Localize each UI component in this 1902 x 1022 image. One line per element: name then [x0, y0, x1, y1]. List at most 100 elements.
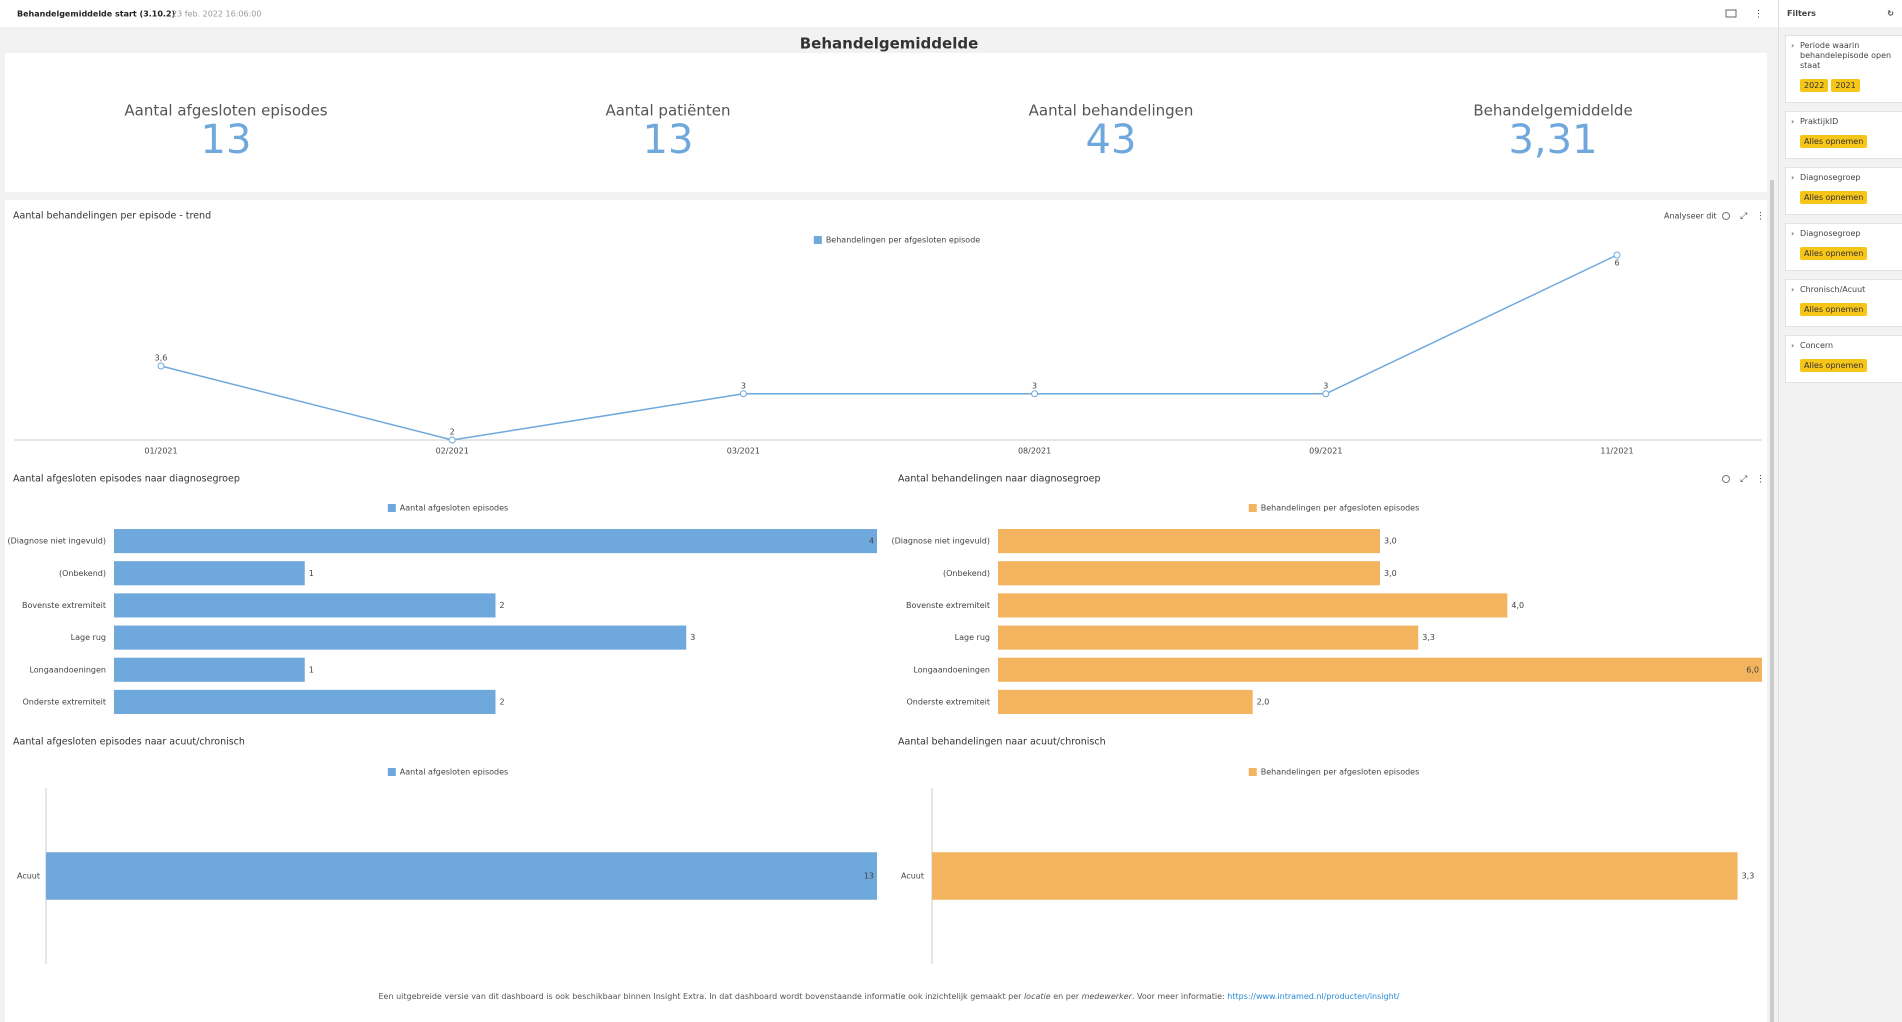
value-label: 3,3: [1742, 872, 1755, 881]
timestamp: 23 feb. 2022 16:06:00: [172, 10, 261, 19]
bar: [932, 852, 1738, 900]
page-title: Behandelgemiddelde: [800, 35, 979, 53]
bar: [114, 625, 687, 650]
value-label: 3,0: [1384, 569, 1397, 578]
expand-icon: ⤢: [1739, 212, 1747, 222]
bar: [114, 593, 496, 618]
footer-text: . Voor meer informatie:: [1131, 992, 1228, 1001]
footer: Een uitgebreide versie van dit dashboard…: [0, 992, 1778, 1001]
filter-label: Diagnosegroep: [1791, 229, 1896, 239]
bar: [998, 529, 1380, 554]
point: [157, 362, 165, 370]
chart-title: Aantal behandelingen per episode - trend: [13, 211, 211, 222]
point: [1613, 251, 1621, 259]
footer-text: Een uitgebreide versie van dit dashboard…: [378, 992, 1024, 1001]
filter-chip[interactable]: Alles opnemen: [1800, 359, 1868, 372]
footer-text: medewerker: [1081, 992, 1132, 1001]
kpi-value: 3,31: [1508, 117, 1597, 163]
value-label: 3: [1323, 381, 1328, 390]
info-icon: [1722, 475, 1730, 483]
x-tick-label: 03/2021: [727, 447, 760, 456]
kpi-label: Aantal afgesloten episodes: [124, 102, 327, 120]
kpi-value: 43: [1086, 117, 1137, 163]
category-label: (Diagnose niet ingevuld): [8, 537, 107, 546]
category-label: (Onbekend): [59, 569, 106, 578]
legend-label: Behandelingen per afgesloten episodes: [1261, 768, 1420, 777]
x-tick-label: 08/2021: [1018, 447, 1051, 456]
value-label: 3,3: [1422, 633, 1435, 642]
kpi-label: Aantal behandelingen: [1029, 102, 1194, 120]
expand-icon: ⤢: [1739, 475, 1747, 485]
x-tick-label: 02/2021: [436, 447, 469, 456]
bar: [998, 561, 1380, 586]
point: [739, 390, 747, 398]
chart-title: Aantal behandelingen naar diagnosegroep: [898, 474, 1101, 485]
point: [1031, 390, 1039, 398]
filter-header: Filters ↻: [1779, 0, 1902, 27]
filter-card: Diagnosegroep Alles opnemen: [1785, 167, 1902, 215]
category-label: Bovenste extremiteit: [22, 601, 106, 610]
chart-title: Aantal behandelingen naar acuut/chronisc…: [898, 737, 1106, 748]
legend-swatch: [813, 236, 822, 244]
menu-icon: ⋮: [1756, 212, 1765, 222]
legend-swatch: [387, 504, 396, 512]
value-label: 2,0: [1257, 697, 1270, 706]
header-bar: [0, 0, 1778, 27]
value-label: 3,0: [1384, 537, 1397, 546]
category-label: Lage rug: [71, 633, 106, 642]
category-label: (Onbekend): [943, 569, 990, 578]
point: [448, 436, 456, 444]
category-label: Acuut: [901, 872, 924, 881]
bar: [114, 561, 305, 586]
value-label: 6: [1614, 259, 1619, 268]
filter-chip[interactable]: Alles opnemen: [1800, 191, 1868, 204]
kpi-value: 13: [643, 117, 694, 163]
filter-label: Diagnosegroep: [1791, 173, 1896, 183]
point: [1322, 390, 1330, 398]
footer-text: en per: [1050, 992, 1082, 1001]
footer-text: locatie: [1023, 992, 1051, 1001]
value-label: 4: [869, 537, 874, 546]
filter-title: Filters: [1787, 9, 1816, 18]
present-icon[interactable]: [1725, 9, 1737, 18]
scrollbar: [1770, 180, 1774, 1022]
legend-label: Behandelingen per afgesloten episode: [826, 236, 980, 245]
kpi-panel: [5, 53, 1767, 192]
analyse-button[interactable]: Analyseer dit: [1664, 212, 1717, 221]
bar: [114, 657, 305, 682]
kpi-label: Behandelgemiddelde: [1473, 102, 1632, 120]
value-label: 2: [450, 428, 455, 437]
value-label: 13: [864, 872, 874, 881]
filter-card: Periode waarin behandelepisode open staa…: [1785, 35, 1902, 103]
info-icon: [1722, 212, 1730, 220]
filter-list: Periode waarin behandelepisode open staa…: [1779, 35, 1902, 383]
bar: [114, 529, 877, 554]
category-label: Lage rug: [955, 633, 990, 642]
filter-chip[interactable]: 2022: [1800, 79, 1829, 92]
bar: [998, 625, 1419, 650]
reset-icon[interactable]: ↻: [1887, 9, 1894, 18]
category-label: Onderste extremiteit: [22, 697, 106, 706]
category-label: Onderste extremiteit: [906, 697, 990, 706]
legend-swatch: [1248, 768, 1257, 776]
filter-label: Concern: [1791, 341, 1896, 351]
filter-chip[interactable]: Alles opnemen: [1800, 135, 1868, 148]
x-tick-label: 09/2021: [1309, 447, 1342, 456]
value-label: 3: [741, 381, 746, 390]
footer-link[interactable]: https://www.intramed.nl/producten/insigh…: [1227, 992, 1400, 1001]
x-tick-label: 11/2021: [1600, 447, 1633, 456]
bar: [998, 689, 1253, 714]
filter-chip[interactable]: Alles opnemen: [1800, 247, 1868, 260]
value-label: 4,0: [1511, 601, 1524, 610]
legend-label: Aantal afgesloten episodes: [400, 768, 508, 777]
filter-label: Periode waarin behandelepisode open staa…: [1791, 41, 1896, 71]
bar: [114, 689, 496, 714]
filter-chip[interactable]: 2021: [1831, 79, 1860, 92]
filter-card: PraktijkID Alles opnemen: [1785, 111, 1902, 159]
legend-swatch: [387, 768, 396, 776]
menu-icon[interactable]: ⋮: [1754, 10, 1763, 20]
filter-chip[interactable]: Alles opnemen: [1800, 303, 1868, 316]
filter-panel: Filters ↻ Periode waarin behandelepisode …: [1778, 0, 1902, 1022]
legend-swatch: [1248, 504, 1257, 512]
